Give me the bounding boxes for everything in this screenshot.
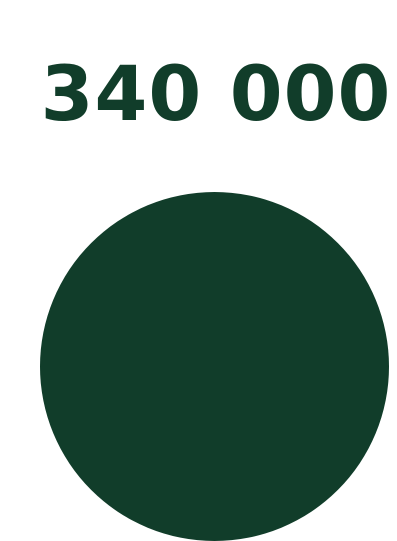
headline-number: 340 000 — [40, 49, 392, 138]
green-circle — [40, 192, 389, 541]
